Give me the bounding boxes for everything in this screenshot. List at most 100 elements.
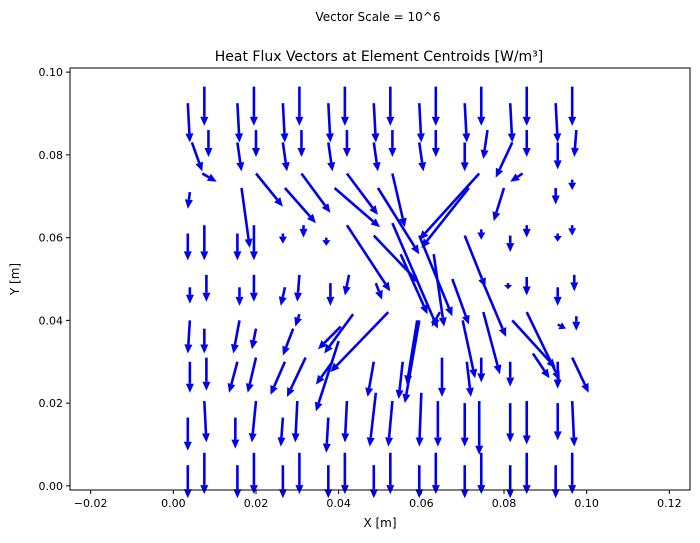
heat-flux-arrow bbox=[294, 274, 302, 302]
heat-flux-arrow bbox=[324, 465, 333, 499]
heat-flux-arrow bbox=[240, 187, 253, 248]
heat-flux-arrow bbox=[431, 130, 440, 157]
heat-flux-arrow bbox=[416, 103, 425, 143]
heat-flux-arrow bbox=[204, 130, 213, 157]
heat-flux-arrow bbox=[202, 274, 211, 302]
heat-flux-arrow bbox=[233, 233, 242, 261]
heat-flux-arrow bbox=[236, 142, 245, 172]
heat-flux-arrow bbox=[431, 452, 440, 495]
heat-flux-arrow bbox=[295, 452, 304, 495]
heat-flux-arrow bbox=[326, 283, 335, 306]
y-axis-label: Y [m] bbox=[8, 263, 22, 296]
heat-flux-arrow bbox=[369, 465, 378, 499]
heat-flux-arrow bbox=[374, 282, 383, 300]
y-tick-label: 0.10 bbox=[39, 66, 64, 79]
heat-flux-arrow bbox=[388, 130, 397, 157]
heat-flux-arrow bbox=[438, 357, 446, 397]
heat-flux-arrow bbox=[399, 253, 428, 315]
heat-flux-arrow bbox=[475, 401, 484, 455]
heat-flux-arrow bbox=[461, 320, 478, 379]
heat-flux-arrow bbox=[277, 417, 286, 447]
heat-flux-arrow bbox=[419, 172, 481, 240]
heat-flux-arrow bbox=[404, 320, 419, 385]
heat-flux-arrow bbox=[460, 403, 469, 447]
heat-flux-arrow bbox=[553, 142, 562, 170]
heat-flux-arrow bbox=[510, 172, 524, 182]
heat-flux-arrow bbox=[432, 253, 447, 327]
heat-flux-arrow bbox=[372, 142, 381, 172]
x-tick-label: 0.08 bbox=[492, 497, 517, 510]
heat-flux-arrow bbox=[572, 316, 581, 331]
heat-flux-arrow bbox=[477, 357, 486, 383]
heat-flux-arrow bbox=[462, 103, 471, 143]
heat-flux-arrow bbox=[569, 400, 578, 447]
heat-flux-arrow bbox=[506, 403, 515, 443]
heat-flux-arrow bbox=[233, 465, 242, 499]
x-tick-label: 0.12 bbox=[657, 497, 682, 510]
heat-flux-arrow bbox=[504, 283, 513, 290]
heat-flux-arrow bbox=[249, 452, 258, 495]
heat-flux-arrow bbox=[395, 361, 405, 399]
heat-flux-arrow bbox=[557, 322, 566, 330]
heat-flux-arrow bbox=[507, 103, 516, 143]
heat-flux-arrow bbox=[460, 142, 469, 172]
heat-flux-arrow bbox=[568, 179, 577, 190]
heat-flux-arrow bbox=[522, 401, 531, 445]
heat-flux-arrow bbox=[391, 173, 407, 228]
heat-flux-arrow bbox=[553, 233, 562, 242]
heat-flux-arrow bbox=[376, 187, 420, 255]
heat-flux-arrow bbox=[322, 237, 331, 246]
heat-flux-arrow bbox=[418, 235, 453, 317]
heat-flux-arrow bbox=[506, 465, 515, 499]
heat-flux-arrow bbox=[386, 452, 395, 495]
heat-flux-arrow bbox=[568, 86, 577, 126]
y-tick-label: 0.08 bbox=[39, 149, 64, 162]
y-tick-label: 0.06 bbox=[39, 232, 64, 245]
heat-flux-arrow bbox=[482, 311, 502, 375]
heat-flux-arrow bbox=[281, 142, 290, 172]
heat-flux-arrow bbox=[314, 340, 340, 412]
x-axis-label: X [m] bbox=[363, 516, 396, 530]
heat-flux-arrow bbox=[571, 129, 579, 157]
heat-flux-arrow bbox=[386, 86, 395, 126]
heat-flux-arrow bbox=[371, 103, 380, 143]
x-axis-ticks: −0.02 0.00 0.02 0.04 0.06 0.08 0.10 0.12 bbox=[74, 490, 682, 510]
heat-flux-arrow bbox=[477, 229, 486, 240]
heat-flux-arrow bbox=[570, 274, 579, 292]
heat-flux-arrow bbox=[202, 357, 211, 391]
chart-title: Heat Flux Vectors at Element Centroids [… bbox=[215, 49, 544, 65]
heat-flux-arrow bbox=[200, 225, 209, 261]
heat-flux-arrow bbox=[460, 465, 469, 499]
heat-flux-arrow bbox=[200, 452, 209, 495]
heat-flux-arrow bbox=[278, 286, 287, 306]
heat-flux-arrow bbox=[417, 142, 427, 172]
heat-flux-arrow bbox=[522, 276, 531, 296]
heat-flux-arrow bbox=[325, 103, 334, 143]
heat-flux-arrow bbox=[201, 172, 217, 182]
heat-flux-arrow bbox=[391, 222, 438, 329]
heat-flux-arrow bbox=[235, 287, 244, 306]
heat-flux-arrow bbox=[330, 311, 390, 373]
heat-flux-arrow bbox=[341, 400, 350, 443]
heat-flux-arrow bbox=[200, 86, 209, 126]
heat-flux-arrow bbox=[568, 225, 577, 236]
heat-flux-arrow bbox=[249, 86, 258, 126]
heat-flux-arrow bbox=[245, 357, 258, 393]
heat-flux-arrow bbox=[340, 86, 349, 126]
heat-flux-arrow bbox=[322, 417, 331, 453]
heat-flux-arrow bbox=[231, 417, 240, 449]
heat-flux-arrow bbox=[342, 130, 351, 157]
plot-frame bbox=[69, 67, 691, 491]
heat-flux-arrow bbox=[568, 452, 577, 495]
heat-flux-arrow bbox=[431, 86, 440, 126]
heat-flux-arrow bbox=[433, 401, 442, 447]
heat-flux-arrow bbox=[522, 225, 531, 238]
heat-flux-arrow bbox=[531, 352, 550, 379]
y-tick-label: 0.02 bbox=[39, 397, 64, 410]
heat-flux-arrow bbox=[463, 235, 486, 288]
heat-flux-arrow bbox=[492, 187, 506, 222]
heat-flux-arrow bbox=[249, 274, 258, 302]
heat-flux-arrow bbox=[270, 361, 287, 395]
heat-flux-arrow bbox=[551, 465, 560, 499]
heat-flux-arrow bbox=[415, 392, 424, 447]
